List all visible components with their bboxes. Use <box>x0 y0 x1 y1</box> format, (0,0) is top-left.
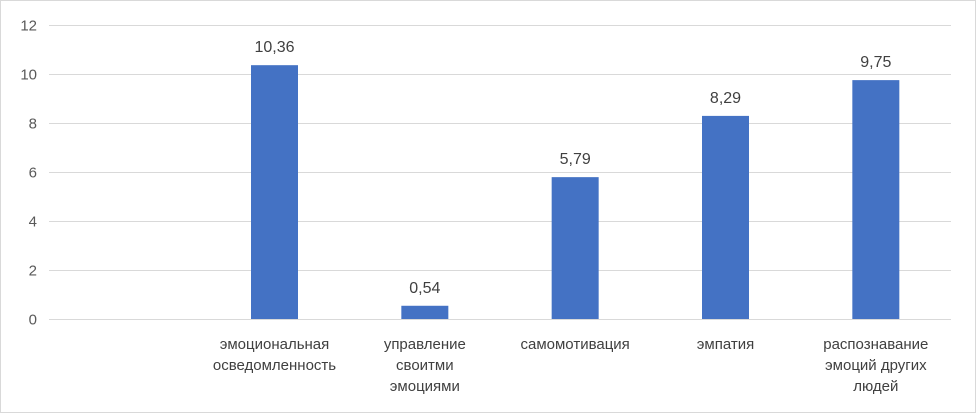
y-tick-label: 8 <box>29 116 37 133</box>
category-label-line: людей <box>853 378 898 395</box>
data-label: 0,54 <box>409 280 440 297</box>
y-tick-label: 0 <box>29 312 37 329</box>
bar <box>852 80 900 319</box>
category-label-line: распознавание <box>823 336 928 353</box>
y-tick-label: 12 <box>20 18 37 35</box>
category-label: самомотивация <box>521 336 630 353</box>
data-label: 9,75 <box>860 54 891 71</box>
y-tick-label: 4 <box>29 214 37 231</box>
bars <box>251 65 900 320</box>
y-tick-label: 10 <box>20 67 37 84</box>
gridlines <box>49 25 951 320</box>
category-label-line: эмпатия <box>697 336 754 353</box>
data-label: 8,29 <box>710 90 741 107</box>
category-label-line: эмоциональная <box>220 336 330 353</box>
category-label-line: эмоциями <box>390 378 460 395</box>
category-label-line: своитми <box>396 357 454 374</box>
data-label: 10,36 <box>254 39 294 56</box>
category-label-line: самомотивация <box>521 336 630 353</box>
bar <box>251 65 298 320</box>
bar <box>401 305 449 319</box>
y-axis-ticks: 0 2 4 6 8 10 12 <box>20 18 37 329</box>
category-label: эмоциональная осведомленность <box>213 336 336 374</box>
x-axis-categories: эмоциональная осведомленность управление св… <box>213 336 929 395</box>
category-label-line: осведомленность <box>213 357 336 374</box>
data-labels: 10,36 0,54 5,79 8,29 9,75 <box>254 39 891 297</box>
category-label-line: эмоций других <box>825 357 927 374</box>
category-label: эмпатия <box>697 336 754 353</box>
category-label-line: управление <box>384 336 466 353</box>
category-label: распознавание эмоций других людей <box>823 336 928 395</box>
bar <box>551 177 599 319</box>
y-tick-label: 2 <box>29 263 37 280</box>
category-label: управление своитми эмоциями <box>384 336 466 395</box>
y-tick-label: 6 <box>29 165 37 182</box>
bar <box>702 115 749 320</box>
data-label: 5,79 <box>560 151 591 168</box>
